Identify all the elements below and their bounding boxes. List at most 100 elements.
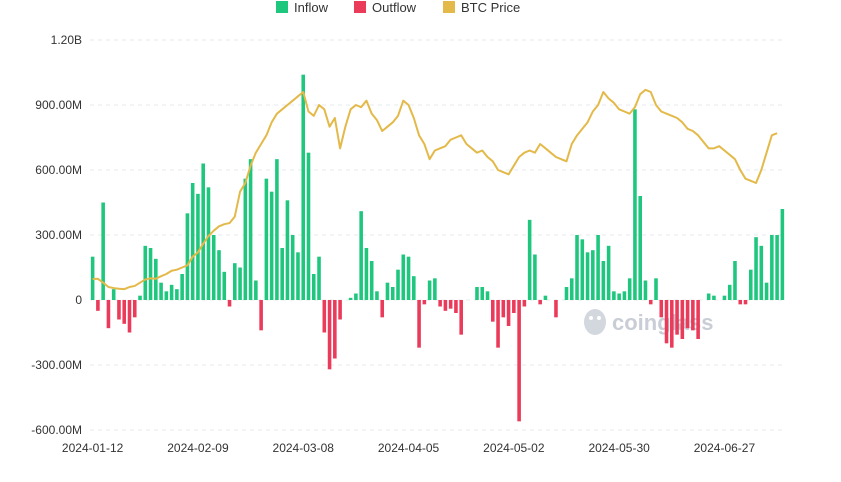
inflow-bar	[580, 239, 585, 300]
inflow-bar	[406, 256, 411, 300]
inflow-bar	[622, 291, 627, 300]
inflow-bar	[480, 287, 485, 300]
inflow-bar	[748, 269, 753, 300]
inflow-bar	[238, 267, 242, 300]
inflow-bar	[401, 254, 406, 300]
inflow-bar	[706, 293, 711, 300]
outflow-bar	[259, 300, 263, 331]
outflow-bar	[670, 300, 674, 348]
inflow-bar	[311, 274, 316, 300]
legend-label-btc-price: BTC Price	[461, 0, 520, 15]
inflow-bar	[201, 163, 205, 300]
inflow-bar	[264, 178, 269, 300]
x-tick-label: 2024-01-12	[62, 441, 124, 455]
inflow-bar	[638, 196, 642, 300]
inflow-bar	[601, 261, 606, 300]
inflow-bar	[764, 282, 769, 300]
legend-item-inflow[interactable]: Inflow	[276, 0, 329, 15]
x-tick-label: 2024-05-02	[483, 441, 545, 455]
outflow-bar	[554, 300, 558, 318]
y-tick-label: -600.00M	[31, 423, 82, 437]
inflow-bar	[185, 213, 190, 300]
inflow-bar	[148, 248, 153, 300]
inflow-bar	[196, 193, 200, 300]
x-axis: 2024-01-12 2024-02-09 2024-03-08 2024-04-05…	[62, 441, 756, 455]
outflow-bar	[117, 300, 121, 320]
x-tick-label: 2024-05-30	[588, 441, 650, 455]
y-tick-label: 900.00M	[35, 98, 82, 112]
inflow-bar	[606, 245, 611, 300]
inflow-bar	[143, 245, 148, 300]
inflow-bar	[301, 74, 306, 300]
y-tick-label: 600.00M	[35, 163, 82, 177]
legend-item-outflow[interactable]: Outflow	[354, 0, 417, 15]
outflow-bar	[738, 300, 743, 305]
legend-label-outflow: Outflow	[372, 0, 417, 15]
outflow-bar	[333, 300, 337, 359]
inflow-bar	[722, 295, 727, 300]
outflow-bar	[448, 300, 453, 309]
inflow-bar	[485, 291, 490, 300]
inflow-bar	[612, 291, 616, 300]
y-tick-label: 0	[75, 293, 82, 307]
outflow-bar	[443, 300, 448, 311]
inflow-bar	[627, 278, 632, 300]
outflow-bar	[675, 300, 679, 335]
inflow-bar	[190, 183, 195, 300]
inflow-bar	[296, 252, 300, 300]
legend: Inflow Outflow BTC Price	[276, 0, 520, 15]
outflow-bar	[691, 300, 695, 331]
btc-price-swatch-icon	[443, 1, 455, 13]
outflow-bar	[648, 300, 653, 305]
legend-label-inflow: Inflow	[294, 0, 329, 15]
grid-lines	[90, 39, 785, 431]
inflow-bar	[280, 248, 284, 300]
x-tick-label: 2024-06-27	[694, 441, 756, 455]
inflow-bar	[427, 280, 432, 300]
inflow-bar	[369, 261, 374, 300]
inflow-bar	[211, 235, 216, 300]
legend-item-btc-price[interactable]: BTC Price	[443, 0, 520, 15]
inflow-bar	[390, 287, 395, 300]
inflow-bar	[364, 248, 369, 300]
inflow-bar	[348, 297, 353, 300]
inflow-bar	[359, 211, 363, 300]
inflow-bar	[780, 209, 785, 300]
outflow-bar	[454, 300, 458, 313]
outflow-bar	[127, 300, 132, 333]
inflow-bar	[164, 291, 169, 300]
inflow-bar	[290, 235, 295, 300]
outflow-bar	[680, 300, 685, 339]
inflow-bar	[180, 274, 184, 300]
inflow-bar	[385, 282, 390, 300]
inflow-swatch-icon	[276, 1, 288, 13]
inflow-bar	[269, 191, 274, 300]
inflow-bar	[101, 202, 105, 300]
btc-price-line	[92, 88, 778, 291]
inflow-bar	[317, 256, 321, 300]
outflow-bar	[322, 300, 327, 333]
price-line-series	[92, 88, 778, 291]
inflow-bar	[585, 252, 590, 300]
y-tick-label: 300.00M	[35, 228, 82, 242]
outflow-bar	[338, 300, 342, 320]
inflow-bar	[770, 235, 774, 300]
outflow-bar	[490, 300, 495, 322]
inflow-bar	[138, 295, 142, 300]
inflow-bar	[412, 276, 416, 300]
outflow-bar	[122, 300, 127, 324]
inflow-bar	[654, 278, 658, 300]
outflow-bar	[422, 300, 427, 305]
inflow-bar	[243, 178, 248, 300]
inflow-bar	[354, 293, 358, 300]
inflow-bar	[754, 237, 758, 300]
outflow-bar	[517, 300, 521, 422]
outflow-bar	[512, 300, 516, 313]
outflow-bar	[743, 300, 748, 305]
inflow-bar	[222, 271, 227, 300]
inflow-bar	[396, 269, 400, 300]
outflow-bar	[506, 300, 511, 326]
inflow-bar	[591, 250, 595, 300]
inflow-bar	[375, 291, 379, 300]
inflow-bar	[643, 280, 648, 300]
